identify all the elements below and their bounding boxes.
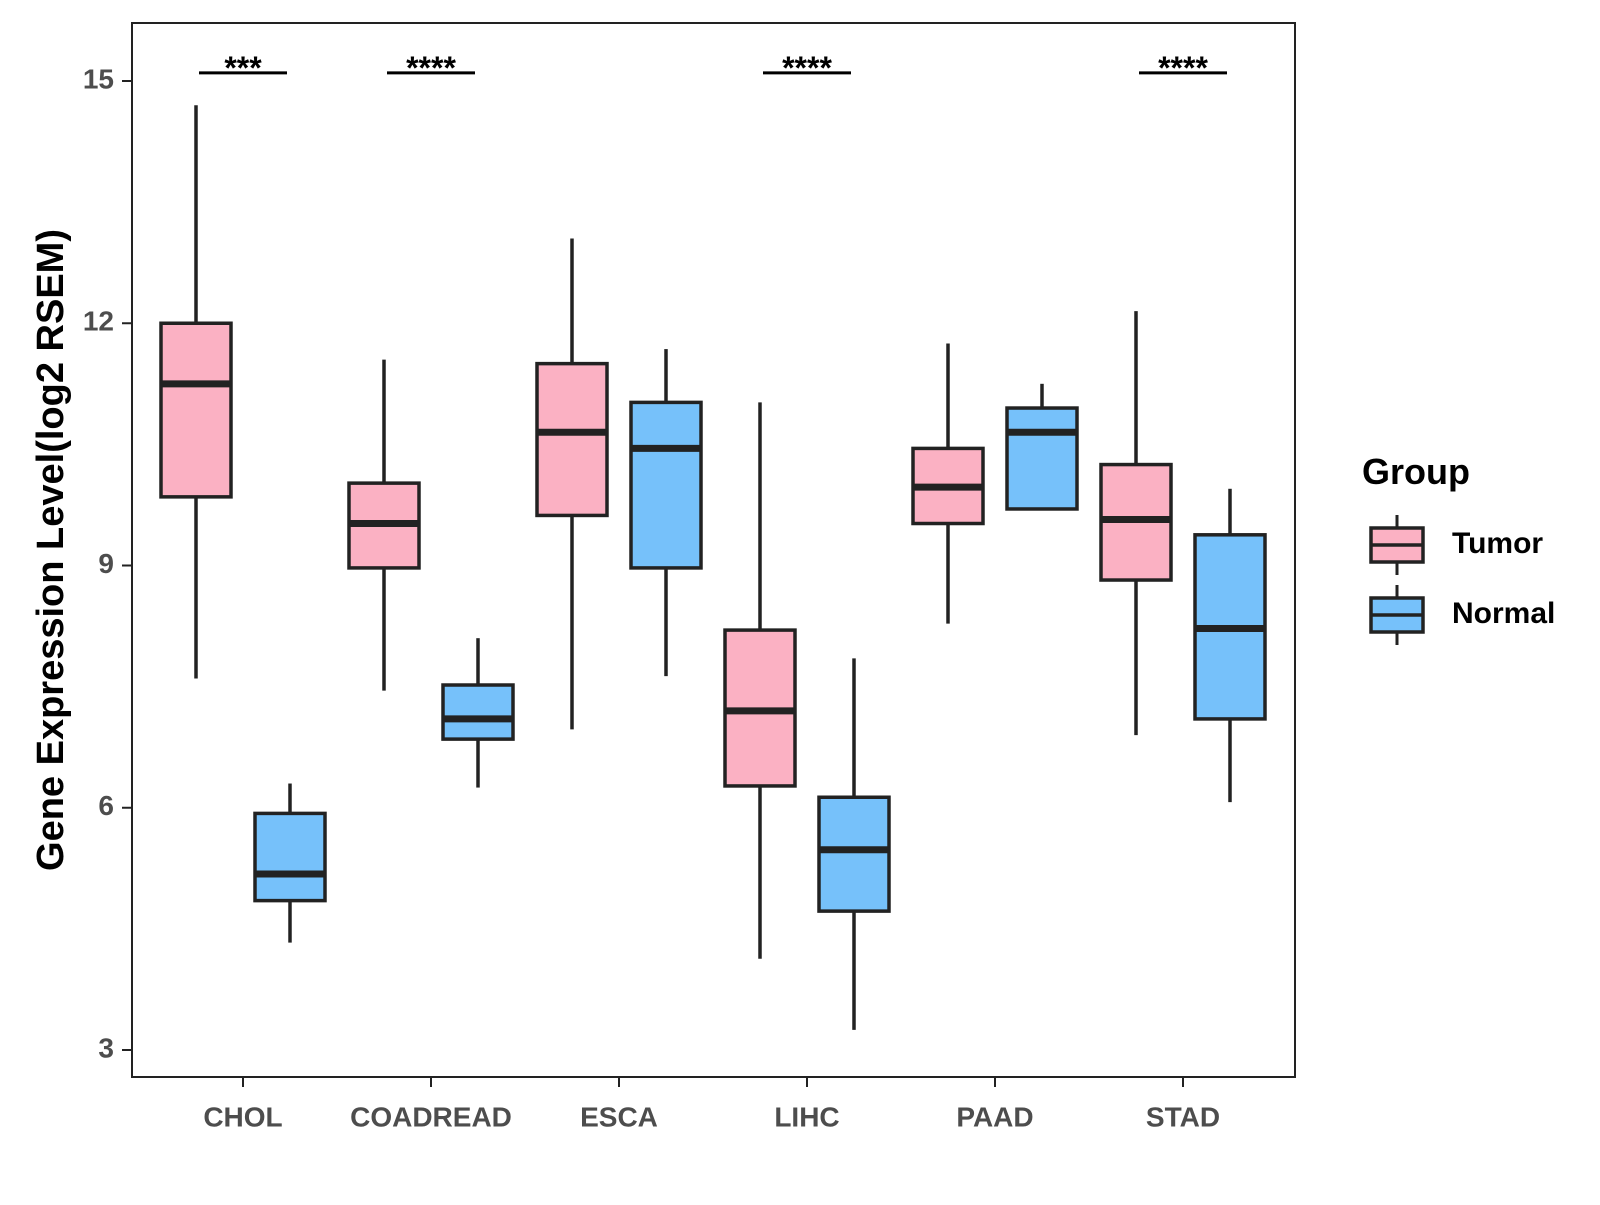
legend-label-tumor: Tumor (1452, 527, 1543, 560)
legend-title: Group (1362, 451, 1470, 492)
y-tick-label: 9 (98, 548, 114, 579)
significance-layer: *** **** **** **** (199, 50, 1227, 86)
box-iqr (535, 361, 609, 518)
legend: Group Tumor Normal (1362, 451, 1555, 645)
y-tick-label: 3 (98, 1032, 114, 1063)
box-normal-chol (253, 783, 327, 943)
legend-item-tumor: Tumor (1369, 515, 1543, 575)
box-tumor-coadread (347, 359, 421, 691)
box-iqr (629, 400, 703, 570)
box-tumor-chol (159, 105, 233, 679)
box-iqr (1005, 406, 1079, 511)
legend-label-normal: Normal (1452, 597, 1555, 630)
box-iqr (159, 321, 233, 499)
box-tumor-stad (1099, 311, 1173, 736)
box-normal-stad (1193, 488, 1267, 803)
y-tick-label: 6 (98, 790, 114, 821)
x-tick-label-chol: CHOL (203, 1101, 282, 1132)
box-normal-coadread (441, 638, 515, 788)
box-tumor-lihc (723, 402, 797, 959)
box-tumor-esca (535, 238, 609, 730)
significance-label: **** (1158, 50, 1208, 86)
legend-item-normal: Normal (1369, 585, 1555, 645)
x-tick-label-esca: ESCA (580, 1101, 658, 1132)
significance-label: **** (406, 50, 456, 86)
significance-label: **** (782, 50, 832, 86)
x-tick-label-paad: PAAD (956, 1101, 1033, 1132)
box-iqr (253, 811, 327, 903)
box-iqr (817, 795, 891, 913)
x-axis: CHOL COADREAD ESCA LIHC PAAD STAD (203, 1077, 1220, 1132)
y-axis-title: Gene Expression Level(log2 RSEM) (30, 229, 72, 871)
y-tick-label: 12 (83, 306, 114, 337)
box-iqr (441, 683, 515, 741)
box-normal-paad (1005, 383, 1079, 511)
significance-label: *** (224, 50, 262, 86)
y-tick-label: 15 (83, 63, 114, 94)
x-tick-label-lihc: LIHC (774, 1101, 839, 1132)
box-normal-lihc (817, 658, 891, 1030)
boxes-layer (159, 105, 1267, 1030)
box-tumor-paad (911, 343, 985, 624)
box-normal-esca (629, 349, 703, 677)
x-tick-label-coadread: COADREAD (350, 1101, 512, 1132)
x-tick-label-stad: STAD (1146, 1101, 1220, 1132)
y-axis: 3 6 9 12 15 (83, 63, 132, 1063)
